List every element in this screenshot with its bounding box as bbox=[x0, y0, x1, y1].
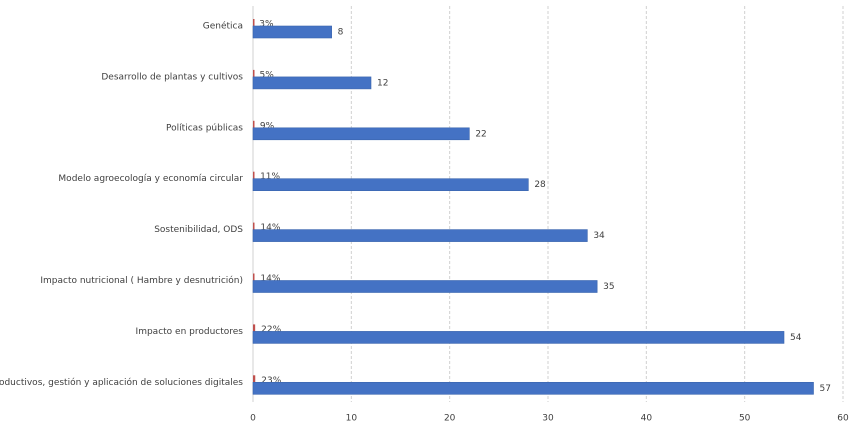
value-label: 5% bbox=[259, 70, 274, 80]
category-label: Impacto en productores bbox=[136, 327, 244, 337]
category-label: Procesos productivos, gestión y aplicaci… bbox=[0, 377, 243, 388]
value-label: 57 bbox=[820, 384, 831, 394]
category-label: Políticas públicas bbox=[166, 123, 243, 133]
bar bbox=[253, 120, 255, 131]
value-label: 22% bbox=[261, 325, 281, 335]
bar bbox=[252, 229, 588, 242]
bar bbox=[252, 127, 470, 141]
bar bbox=[253, 324, 256, 335]
value-label: 23% bbox=[261, 376, 281, 386]
bar bbox=[252, 331, 785, 344]
bar bbox=[252, 25, 332, 39]
value-label: 3% bbox=[259, 20, 274, 30]
x-tick-label: 10 bbox=[346, 414, 358, 424]
bar bbox=[253, 222, 255, 233]
bar bbox=[253, 19, 255, 29]
category-label: Sostenibilidad, ODS bbox=[154, 225, 243, 235]
x-tick-label: 40 bbox=[641, 414, 653, 424]
bar bbox=[253, 375, 256, 386]
bar bbox=[253, 69, 255, 80]
value-label: 14% bbox=[260, 223, 280, 233]
value-label: 9% bbox=[260, 121, 275, 131]
category-label: Impacto nutricional ( Hambre y desnutric… bbox=[40, 275, 243, 286]
category-label: Genética bbox=[203, 21, 243, 32]
value-label: 11% bbox=[260, 172, 280, 182]
value-label: 28 bbox=[534, 180, 546, 190]
bar bbox=[253, 273, 255, 284]
category-label: Desarrollo de plantas y cultivos bbox=[101, 72, 243, 82]
x-tick-label: 50 bbox=[739, 414, 751, 424]
bar bbox=[252, 280, 598, 293]
x-tick-label: 0 bbox=[250, 414, 256, 424]
value-label: 8 bbox=[338, 28, 344, 38]
value-label: 35 bbox=[603, 282, 614, 292]
value-label: 34 bbox=[593, 231, 605, 241]
bar bbox=[253, 171, 255, 182]
x-tick-label: 20 bbox=[444, 414, 456, 424]
x-tick-label: 30 bbox=[542, 414, 554, 424]
value-label: 54 bbox=[790, 333, 802, 343]
value-label: 22 bbox=[475, 129, 486, 139]
bar bbox=[252, 381, 814, 395]
category-label: Modelo agroecología y economía circular bbox=[58, 174, 243, 184]
value-label: 14% bbox=[260, 274, 280, 284]
value-label: 12 bbox=[377, 78, 388, 88]
bar bbox=[252, 178, 529, 191]
x-tick-label: 60 bbox=[837, 414, 849, 424]
bar bbox=[252, 76, 372, 90]
